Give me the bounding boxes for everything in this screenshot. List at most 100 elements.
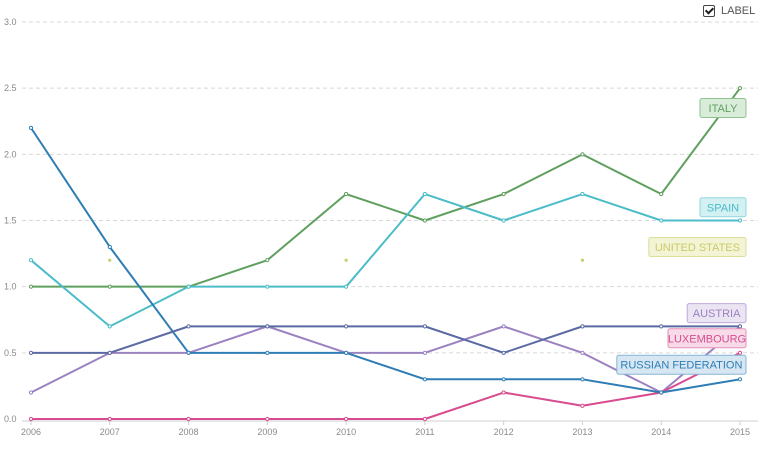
series-label: LUXEMBOURG xyxy=(667,328,747,349)
series-united-states xyxy=(108,258,585,262)
data-point[interactable] xyxy=(28,258,34,263)
series-line[interactable] xyxy=(30,127,741,394)
data-point[interactable] xyxy=(344,191,349,197)
data-point[interactable] xyxy=(737,377,743,382)
data-point[interactable] xyxy=(344,324,349,329)
series-label-box xyxy=(699,197,747,218)
series-label-text: UNITED STATES xyxy=(655,242,740,254)
series-line[interactable] xyxy=(31,325,740,354)
data-point[interactable] xyxy=(422,191,427,197)
x-tick-label: 2013 xyxy=(572,427,592,437)
data-point[interactable] xyxy=(28,284,34,289)
data-point[interactable] xyxy=(344,284,349,289)
series-label-box xyxy=(616,354,747,375)
data-point[interactable] xyxy=(186,350,191,355)
data-point[interactable] xyxy=(501,350,506,355)
y-tick-label: 3.0 xyxy=(4,17,17,27)
data-point[interactable] xyxy=(186,284,191,289)
data-point[interactable] xyxy=(107,284,112,289)
x-tick-label: 2009 xyxy=(257,427,277,437)
data-point[interactable] xyxy=(422,324,427,329)
data-point[interactable] xyxy=(186,416,191,422)
data-point[interactable] xyxy=(501,324,506,329)
data-point[interactable] xyxy=(186,324,191,329)
x-tick-label: 2006 xyxy=(21,427,41,437)
data-point[interactable] xyxy=(344,258,348,262)
data-point[interactable] xyxy=(737,218,743,223)
data-point[interactable] xyxy=(659,390,664,395)
data-point[interactable] xyxy=(737,350,743,355)
series-label-box xyxy=(648,236,747,257)
series-spain xyxy=(28,191,743,329)
series-label-text: AUSTRIA xyxy=(693,308,741,320)
series-luxembourg xyxy=(28,350,743,422)
data-point[interactable] xyxy=(580,191,585,197)
series-line[interactable] xyxy=(31,87,741,288)
data-point[interactable] xyxy=(107,416,112,422)
data-point[interactable] xyxy=(501,390,506,395)
series-label-text: RUSSIAN FEDERATION xyxy=(620,360,742,372)
y-tick-label: 1.0 xyxy=(4,282,17,292)
data-point[interactable] xyxy=(265,324,270,329)
y-tick-label: 1.5 xyxy=(4,216,17,226)
data-point[interactable] xyxy=(28,390,34,395)
y-tick-label: 0.5 xyxy=(4,348,17,358)
x-tick-label: 2015 xyxy=(730,427,750,437)
data-point[interactable] xyxy=(108,258,112,262)
data-point[interactable] xyxy=(422,350,427,355)
data-point[interactable] xyxy=(265,284,270,289)
data-point[interactable] xyxy=(580,377,585,382)
series-label-text: ITALY xyxy=(709,103,739,115)
series-label-text: SPAIN xyxy=(707,202,739,214)
checkbox-icon[interactable] xyxy=(703,5,715,17)
x-tick-label: 2014 xyxy=(651,427,671,437)
data-point[interactable] xyxy=(659,218,664,223)
data-point[interactable] xyxy=(737,86,743,91)
data-point[interactable] xyxy=(422,377,427,382)
data-point[interactable] xyxy=(107,324,112,329)
data-point[interactable] xyxy=(659,324,664,329)
series-label-box xyxy=(686,303,747,324)
data-point[interactable] xyxy=(580,403,585,408)
data-point[interactable] xyxy=(501,191,506,197)
x-tick-label: 2012 xyxy=(494,427,514,437)
data-point[interactable] xyxy=(580,258,585,262)
data-point[interactable] xyxy=(422,416,427,422)
data-point[interactable] xyxy=(344,350,349,355)
y-tick-label: 2.0 xyxy=(4,149,17,159)
y-tick-label: 2.5 xyxy=(4,83,17,93)
series-label: ITALY xyxy=(699,98,747,119)
data-point[interactable] xyxy=(344,416,349,422)
series-unlabeled xyxy=(28,324,743,355)
data-point[interactable] xyxy=(501,218,506,223)
data-point[interactable] xyxy=(501,377,506,382)
data-point[interactable] xyxy=(107,350,112,355)
data-point[interactable] xyxy=(737,324,743,329)
data-point[interactable] xyxy=(580,152,585,157)
data-point[interactable] xyxy=(422,218,427,223)
data-point[interactable] xyxy=(265,350,270,355)
data-point[interactable] xyxy=(28,416,34,422)
data-point[interactable] xyxy=(580,350,585,355)
data-point[interactable] xyxy=(28,350,34,355)
series-label-box xyxy=(699,98,747,119)
data-point[interactable] xyxy=(580,324,585,329)
series-end-labels: ITALY SPAIN UNITED STATES AUSTRIA LUXEMBOURG… xyxy=(616,98,747,375)
label-toggle[interactable]: LABEL xyxy=(703,5,755,17)
data-point[interactable] xyxy=(28,125,34,130)
series-russian-federation xyxy=(28,125,743,395)
series-line[interactable] xyxy=(30,193,740,328)
x-tick-label: 2007 xyxy=(100,427,120,437)
data-point[interactable] xyxy=(265,258,270,263)
series-label: RUSSIAN FEDERATION xyxy=(616,354,747,375)
series-line[interactable] xyxy=(31,351,741,420)
data-point[interactable] xyxy=(107,244,112,250)
data-point[interactable] xyxy=(265,416,270,422)
label-toggle-text: LABEL xyxy=(721,5,756,17)
series-label: AUSTRIA xyxy=(686,303,747,324)
series-italy xyxy=(28,86,743,289)
x-tick-label: 2011 xyxy=(415,427,434,437)
axes: 0.0 0.5 1.0 1.5 2.0 2.5 3.0 2006 2007 2008 2009 201… xyxy=(4,17,758,437)
data-point[interactable] xyxy=(659,191,664,197)
